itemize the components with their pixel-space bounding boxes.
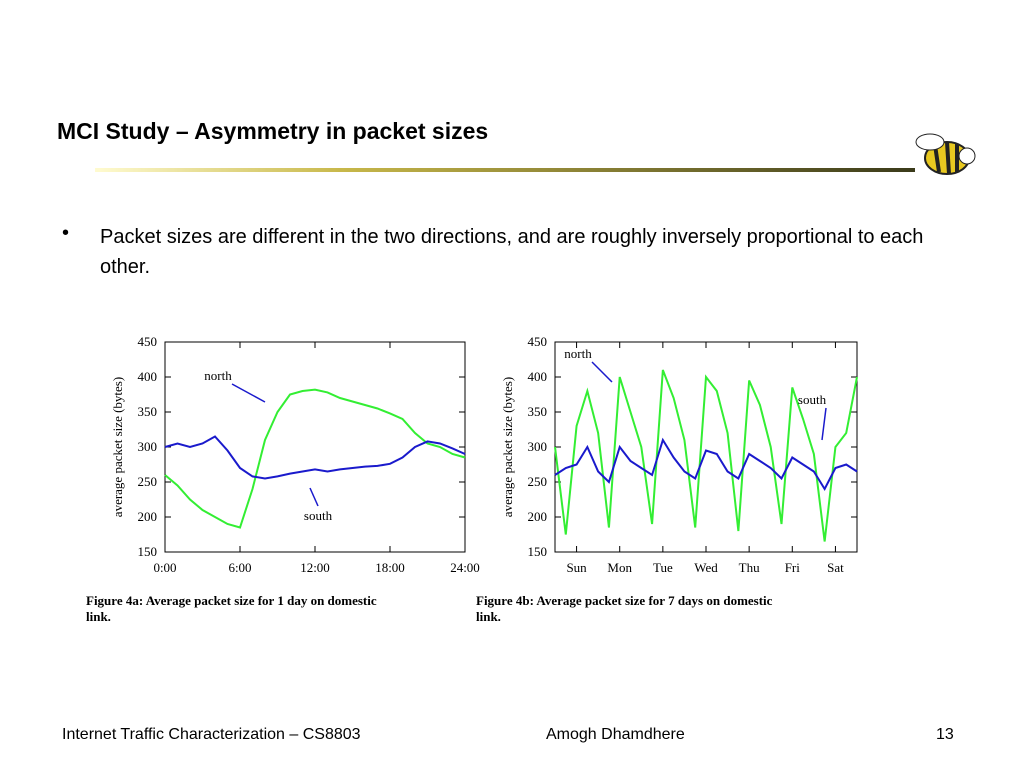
x-tick-label: Sun (566, 560, 587, 575)
annotation-arrow (309, 487, 319, 507)
x-tick-label: Wed (694, 560, 718, 575)
series-line (164, 435, 466, 480)
series-line (164, 388, 466, 529)
x-tick-label: 0:00 (153, 560, 176, 575)
x-tick-label: Sat (827, 560, 844, 575)
y-tick-label: 200 (138, 509, 158, 524)
x-tick-label: Fri (785, 560, 801, 575)
annotation-arrow (591, 361, 613, 383)
chart: 150 200 250 300 350 400 450 0:00 6:00 12:00 18:00 2… (110, 334, 480, 575)
page-number: 13 (936, 726, 954, 743)
y-axis-label: average packet size (bytes) (500, 377, 515, 517)
y-tick-label: 250 (528, 474, 548, 489)
bullet-text: Packet sizes are different in the two di… (100, 226, 924, 278)
footer-left: Internet Traffic Characterization – CS88… (62, 726, 361, 743)
x-tick-label: Tue (653, 560, 673, 575)
title-rule (95, 168, 915, 172)
y-tick-label: 150 (138, 544, 158, 559)
x-tick-label: 12:00 (300, 560, 330, 575)
y-tick-label: 350 (138, 404, 158, 419)
annotation: south (798, 392, 827, 407)
figure-caption: Figure 4a: Average packet size for 1 day… (86, 593, 377, 624)
series-line (554, 369, 858, 542)
slide-title: MCI Study – Asymmetry in packet sizes (57, 118, 489, 144)
annotation: north (564, 346, 592, 361)
annotation: north (204, 368, 232, 383)
annotation-arrow (231, 383, 266, 403)
y-tick-label: 300 (528, 439, 548, 454)
y-tick-label: 350 (528, 404, 548, 419)
figure-caption: Figure 4b: Average packet size for 7 day… (476, 593, 773, 624)
y-tick-label: 200 (528, 509, 548, 524)
bullet-mark: • (62, 222, 70, 244)
x-tick-label: 18:00 (375, 560, 405, 575)
bee-logo (915, 133, 976, 175)
y-tick-label: 150 (528, 544, 548, 559)
y-tick-label: 400 (138, 369, 158, 384)
x-tick-label: 6:00 (228, 560, 251, 575)
y-tick-label: 300 (138, 439, 158, 454)
y-tick-label: 400 (528, 369, 548, 384)
annotation: south (304, 508, 333, 523)
chart: 150 200 250 300 350 400 450 Sun Mon Tue Wed Thu Fri S… (500, 334, 858, 575)
y-tick-label: 250 (138, 474, 158, 489)
y-tick-label: 450 (528, 334, 548, 349)
x-tick-label: Mon (607, 560, 632, 575)
y-axis-label: average packet size (bytes) (110, 377, 125, 517)
annotation-arrow (821, 407, 827, 441)
footer-center: Amogh Dhamdhere (546, 726, 685, 743)
x-tick-label: 24:00 (450, 560, 480, 575)
x-tick-label: Thu (739, 560, 760, 575)
series-line (554, 437, 858, 492)
y-tick-label: 450 (138, 334, 158, 349)
